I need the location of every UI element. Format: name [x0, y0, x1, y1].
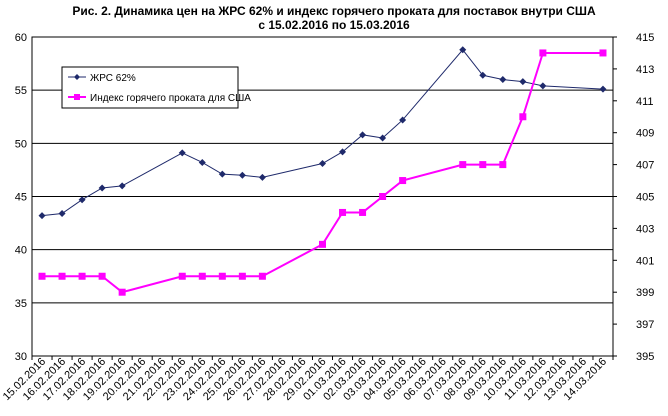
- data-point: [258, 272, 266, 280]
- data-point: [78, 272, 86, 280]
- data-point: [218, 272, 226, 280]
- data-point: [499, 76, 507, 84]
- data-point: [339, 208, 347, 216]
- data-point: [479, 161, 487, 169]
- right-axis-tick-label: 415: [636, 32, 654, 44]
- legend-marker: [74, 94, 80, 100]
- right-axis-tick-label: 395: [636, 351, 654, 363]
- chart-title-line-2: с 15.02.2016 по 15.03.2016: [258, 18, 410, 32]
- data-point: [38, 272, 46, 280]
- right-axis-tick-label: 401: [636, 255, 654, 267]
- right-axis-tick-label: 397: [636, 319, 654, 331]
- data-point: [258, 173, 266, 181]
- data-point: [78, 196, 86, 204]
- left-axis-tick-label: 40: [15, 245, 27, 257]
- chart-title-line-1: Рис. 2. Динамика цен на ЖРС 62% и индекс…: [72, 4, 596, 18]
- x-axis: 15.02.201616.02.201617.02.201618.02.2016…: [1, 356, 614, 403]
- data-point: [479, 71, 487, 79]
- data-point: [519, 113, 527, 121]
- data-point: [198, 272, 206, 280]
- data-point: [399, 177, 407, 185]
- right-axis-tick-label: 407: [636, 160, 654, 172]
- data-point: [178, 149, 186, 157]
- data-point: [359, 131, 367, 139]
- data-point: [379, 193, 387, 200]
- data-point: [459, 46, 467, 54]
- legend: ЖРС 62% Индекс горячего проката для США: [61, 66, 251, 109]
- data-point: [359, 208, 367, 216]
- data-point: [499, 161, 507, 169]
- left-axis: 30 35 40 45 50 55 60: [15, 32, 27, 363]
- right-axis-tick-label: 413: [636, 64, 654, 76]
- left-axis-tick-label: 30: [15, 351, 27, 363]
- data-point: [238, 171, 246, 179]
- data-point: [399, 116, 407, 124]
- legend-marker: [74, 74, 80, 80]
- data-point: [539, 82, 547, 90]
- data-point: [319, 160, 326, 168]
- data-point: [58, 210, 66, 218]
- right-axis-tick-label: 399: [636, 287, 654, 299]
- left-axis-tick-label: 45: [15, 192, 27, 204]
- data-point: [339, 148, 347, 156]
- data-point: [459, 161, 467, 169]
- legend-label: Индекс горячего проката для США: [90, 93, 251, 104]
- data-point: [98, 272, 106, 280]
- left-axis-tick-label: 60: [15, 32, 27, 44]
- data-point: [599, 49, 607, 57]
- left-axis-tick-label: 55: [15, 85, 27, 97]
- legend-box: [61, 66, 239, 109]
- data-point: [38, 212, 46, 220]
- data-point: [118, 288, 126, 296]
- data-point: [118, 182, 126, 190]
- data-point: [319, 240, 326, 248]
- data-point: [58, 272, 66, 280]
- data-point: [218, 170, 226, 178]
- data-point: [519, 78, 527, 86]
- right-axis: 395 397 399 401 403 405 407 409 411 413 415: [613, 32, 654, 363]
- left-axis-tick-label: 50: [15, 138, 27, 150]
- data-point: [379, 134, 387, 142]
- right-axis-tick-label: 409: [636, 128, 654, 140]
- right-axis-tick-label: 405: [636, 192, 654, 204]
- data-point: [238, 272, 246, 280]
- data-point: [178, 272, 186, 280]
- chart-title: Рис. 2. Динамика цен на ЖРС 62% и индекс…: [72, 4, 596, 32]
- data-point: [198, 158, 206, 166]
- data-point: [98, 184, 106, 192]
- right-axis-tick-label: 411: [636, 96, 654, 108]
- data-point: [599, 85, 607, 93]
- data-point: [539, 49, 547, 57]
- legend-label: ЖРС 62%: [90, 73, 136, 84]
- left-axis-tick-label: 35: [15, 298, 27, 310]
- series-layer: [38, 46, 607, 296]
- right-axis-tick-label: 403: [636, 223, 654, 235]
